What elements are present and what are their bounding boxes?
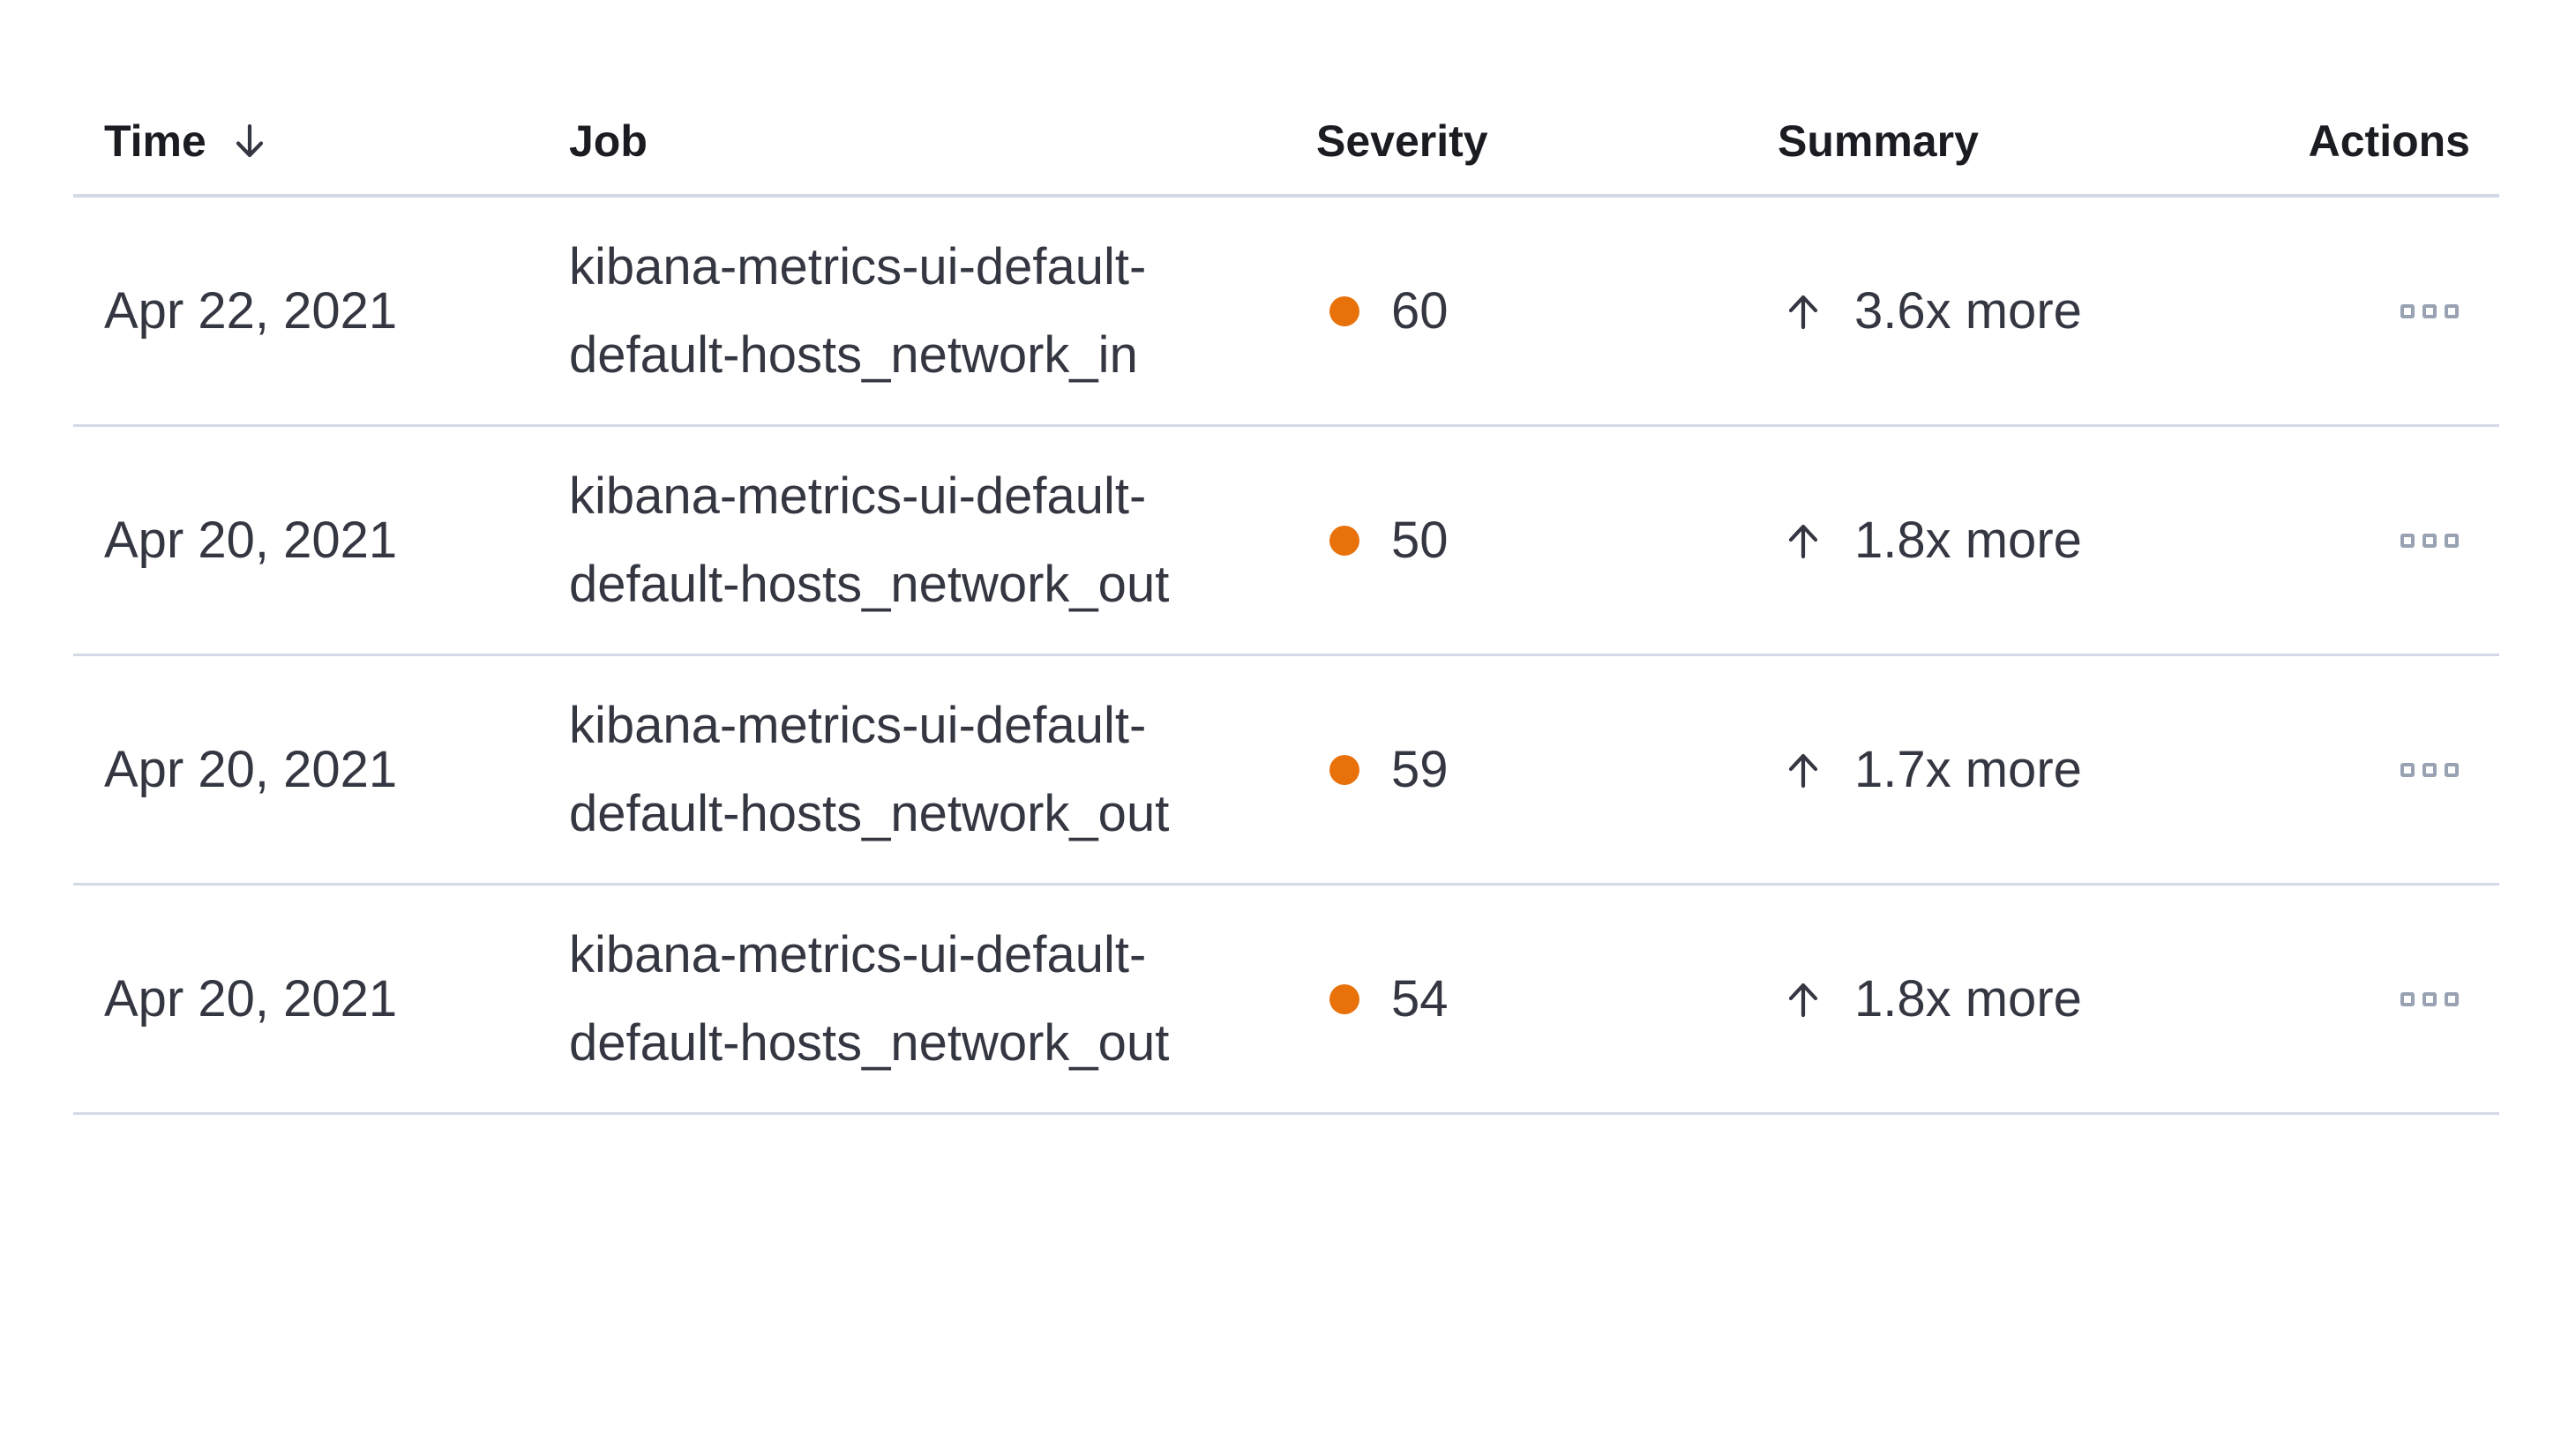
job-name-line-1: kibana-metrics-ui-default- [569, 696, 1147, 754]
boxes-horizontal-icon [2400, 533, 2459, 548]
boxes-horizontal-icon [2400, 303, 2459, 318]
summary-cell: 1.7x more [1778, 740, 2347, 799]
row-actions-button[interactable] [2400, 303, 2459, 318]
severity-score: 54 [1391, 970, 1449, 1028]
summary-cell: 1.8x more [1778, 969, 2347, 1028]
table-header-row: Time Job Severity Summary Actions [73, 88, 2499, 198]
time-cell: Apr 20, 2021 [104, 512, 398, 569]
column-header-time[interactable]: Time [73, 116, 569, 167]
time-cell: Apr 20, 2021 [104, 741, 398, 798]
table-row: Apr 22, 2021 kibana-metrics-ui-default- … [73, 198, 2499, 427]
summary-cell: 1.8x more [1778, 511, 2347, 570]
job-cell: kibana-metrics-ui-default- default-hosts… [569, 452, 1316, 629]
job-name-line-2: default-hosts_network_out [569, 784, 1170, 842]
column-header-actions-label: Actions [2308, 116, 2470, 166]
actions-cell [2347, 533, 2499, 548]
summary-text: 1.7x more [1854, 741, 2082, 798]
severity-cell: 50 [1316, 511, 1778, 570]
time-cell: Apr 20, 2021 [104, 970, 398, 1028]
sort-down-icon [229, 121, 270, 161]
row-actions-button[interactable] [2400, 991, 2459, 1006]
boxes-horizontal-icon [2400, 991, 2459, 1006]
job-name-line-1: kibana-metrics-ui-default- [569, 467, 1147, 525]
column-header-job-label: Job [569, 116, 648, 166]
job-cell: kibana-metrics-ui-default- default-hosts… [569, 682, 1316, 858]
job-cell: kibana-metrics-ui-default- default-hosts… [569, 911, 1316, 1087]
table-row: Apr 20, 2021 kibana-metrics-ui-default- … [73, 656, 2499, 886]
table-row: Apr 20, 2021 kibana-metrics-ui-default- … [73, 886, 2499, 1115]
job-name-line-1: kibana-metrics-ui-default- [569, 925, 1147, 983]
summary-text: 1.8x more [1854, 970, 2082, 1028]
boxes-horizontal-icon [2400, 762, 2459, 777]
summary-text: 3.6x more [1854, 282, 2082, 340]
actions-cell [2347, 762, 2499, 777]
summary-text: 1.8x more [1854, 512, 2082, 569]
column-header-job: Job [569, 116, 1316, 167]
row-actions-button[interactable] [2400, 533, 2459, 548]
severity-dot-icon [1329, 525, 1359, 556]
severity-score: 59 [1391, 741, 1449, 798]
arrow-up-icon [1782, 749, 1824, 791]
arrow-up-icon [1782, 978, 1824, 1020]
severity-dot-icon [1329, 983, 1359, 1014]
column-header-summary: Summary [1778, 116, 2347, 167]
severity-cell: 54 [1316, 969, 1778, 1028]
table-row: Apr 20, 2021 kibana-metrics-ui-default- … [73, 427, 2499, 656]
severity-cell: 59 [1316, 740, 1778, 799]
severity-cell: 60 [1316, 281, 1778, 340]
row-actions-button[interactable] [2400, 762, 2459, 777]
job-cell: kibana-metrics-ui-default- default-hosts… [569, 223, 1316, 400]
column-header-actions: Actions [2309, 116, 2499, 167]
summary-cell: 3.6x more [1778, 281, 2347, 340]
job-name-line-1: kibana-metrics-ui-default- [569, 237, 1147, 295]
job-name-line-2: default-hosts_network_in [569, 325, 1138, 384]
severity-dot-icon [1329, 295, 1359, 326]
column-header-time-label: Time [104, 116, 206, 166]
severity-score: 50 [1391, 512, 1449, 569]
actions-cell [2347, 303, 2499, 318]
time-cell: Apr 22, 2021 [104, 282, 398, 340]
job-name-line-2: default-hosts_network_out [569, 1013, 1170, 1072]
column-header-severity-label: Severity [1316, 116, 1488, 166]
severity-dot-icon [1329, 754, 1359, 785]
column-header-summary-label: Summary [1778, 116, 1979, 166]
actions-cell [2347, 991, 2499, 1006]
arrow-up-icon [1782, 519, 1824, 562]
arrow-up-icon [1782, 290, 1824, 333]
severity-score: 60 [1391, 282, 1449, 340]
column-header-severity: Severity [1316, 116, 1778, 167]
anomalies-table: Time Job Severity Summary Actions Apr 22… [73, 88, 2499, 1115]
job-name-line-2: default-hosts_network_out [569, 555, 1170, 613]
